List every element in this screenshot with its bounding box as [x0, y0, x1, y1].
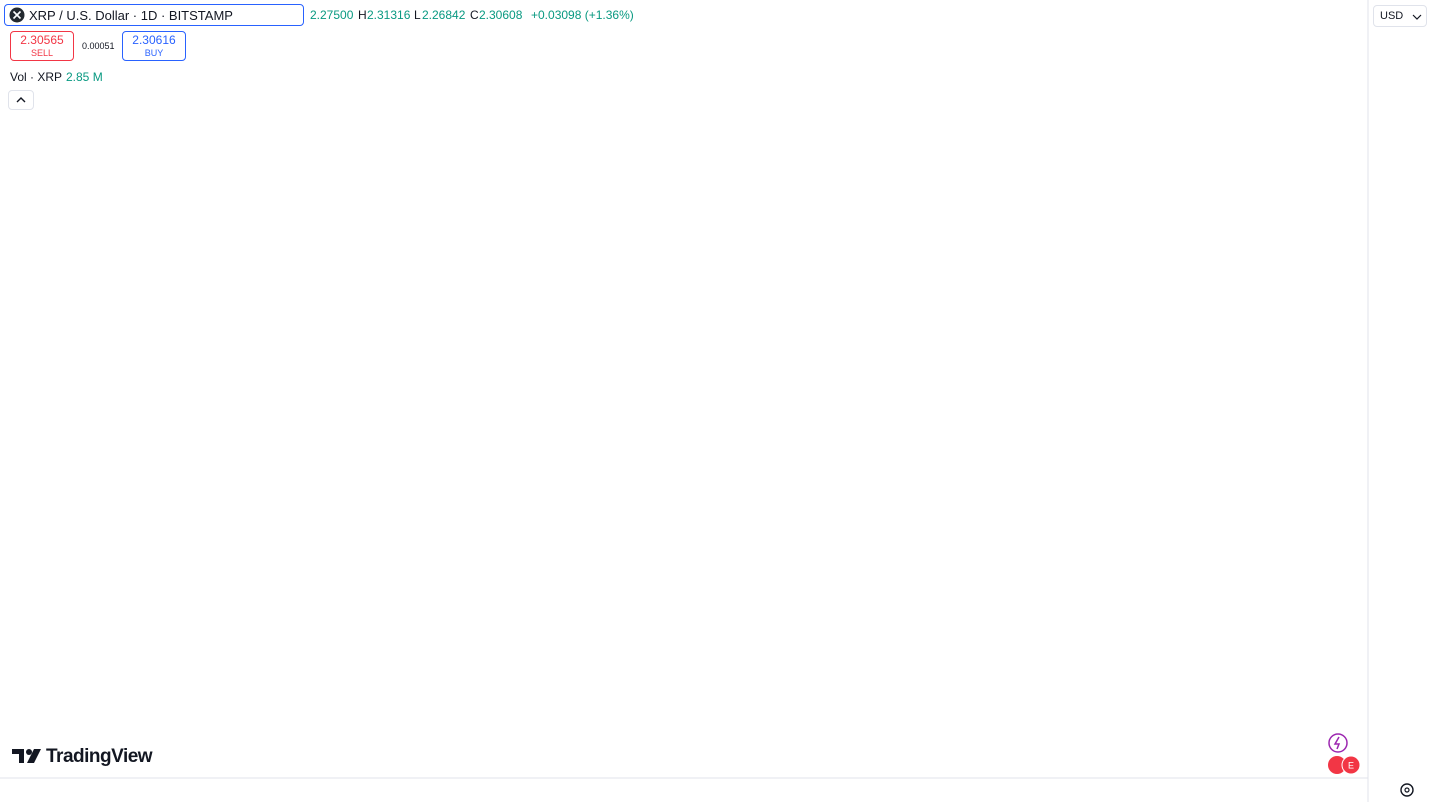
- currency-select[interactable]: USD: [1373, 5, 1427, 27]
- buy-price: 2.30616: [132, 33, 176, 47]
- logo-text: TradingView: [46, 746, 153, 767]
- change: +0.03098 (+1.36%): [531, 8, 634, 22]
- symbol-icon: [9, 7, 25, 23]
- close-letter: C: [470, 8, 479, 22]
- event-icons[interactable]: E: [1326, 754, 1366, 776]
- dropdown-icon: [1412, 14, 1422, 20]
- high-value: 2.31316: [367, 8, 411, 22]
- buy-label: BUY: [144, 48, 164, 58]
- logo-icon: [12, 749, 41, 763]
- close-value: 2.30608: [479, 8, 523, 22]
- alert-icon[interactable]: [1325, 730, 1351, 756]
- buy-button[interactable]: 2.30616 BUY: [122, 31, 186, 61]
- low-letter: L: [414, 8, 421, 22]
- settings-icon[interactable]: [1397, 780, 1417, 800]
- collapse-button[interactable]: [8, 90, 34, 110]
- sell-label: SELL: [30, 48, 54, 58]
- sell-button[interactable]: 2.30565 SELL: [10, 31, 74, 61]
- symbol-box[interactable]: XRP / U.S. Dollar · 1D · BITSTAMP: [4, 4, 304, 26]
- currency: USD: [1380, 10, 1404, 22]
- chevron-icon: [16, 97, 26, 103]
- svg-text:E: E: [1348, 760, 1354, 770]
- spread: 0.00051: [82, 41, 115, 51]
- volume-label: Vol · XRP: [10, 70, 63, 84]
- symbol-title: XRP / U.S. Dollar · 1D · BITSTAMP: [29, 8, 233, 23]
- high-letter: H: [358, 8, 367, 22]
- open-value: 2.27500: [310, 8, 354, 22]
- low-value: 2.26842: [422, 8, 466, 22]
- sell-price: 2.30565: [20, 33, 64, 47]
- volume-value: 2.85 M: [66, 70, 103, 84]
